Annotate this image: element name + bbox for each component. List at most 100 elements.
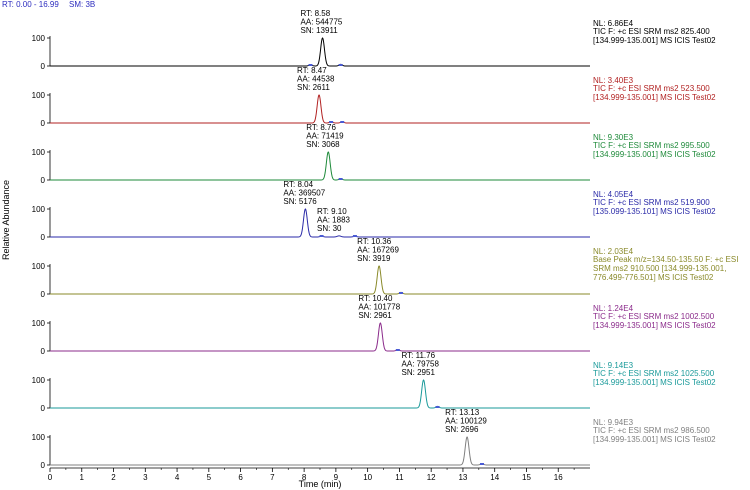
peak-marker: [329, 121, 334, 123]
panel-nl-label: NL: 2.03E4: [593, 247, 634, 256]
x-tick-label: 7: [270, 473, 275, 482]
panel-info-line: [134.999-135.001] MS ICIS Test02: [593, 435, 716, 444]
panel-nl-label: NL: 1.24E4: [593, 304, 634, 313]
peak-annotation: AA: 544775: [301, 18, 343, 27]
peak-marker: [319, 235, 324, 237]
panel-info-line: TIC F: +c ESI SRM ms2 523.500: [593, 84, 710, 93]
y-tick-label: 0: [41, 347, 46, 356]
x-tick-label: 8: [302, 473, 307, 482]
x-tick-label: 11: [395, 473, 404, 482]
panel-info-line: TIC F: +c ESI SRM ms2 1025.500: [593, 369, 715, 378]
panel-nl-label: NL: 3.40E3: [593, 76, 634, 85]
peak-marker: [399, 292, 403, 294]
panel-info-line: TIC F: +c ESI SRM ms2 825.400: [593, 27, 710, 36]
x-tick-label: 15: [522, 473, 531, 482]
y-tick-label: 100: [32, 34, 46, 43]
x-tick-label: 13: [458, 473, 467, 482]
x-tick-label: 1: [80, 473, 85, 482]
peak-annotation: SN: 3068: [306, 140, 340, 149]
peak-annotation: SN: 2961: [358, 311, 392, 320]
trace-line: [50, 265, 590, 295]
peak-annotation: RT: 8.58: [301, 9, 331, 18]
x-tick-label: 0: [48, 473, 53, 482]
peak-annotation: AA: 101778: [358, 303, 400, 312]
trace-line: [50, 37, 590, 67]
y-tick-label: 100: [32, 319, 46, 328]
trace-line: [50, 436, 590, 466]
x-tick-label: 4: [175, 473, 180, 482]
peak-annotation: RT: 10.40: [358, 294, 393, 303]
peak-annotation: SN: 2951: [402, 368, 436, 377]
x-axis: 0 1 2 3 4 5 6 7 8 9 10 11 12 13 14 15 16: [48, 467, 590, 482]
peak-annotation: RT: 11.76: [402, 351, 436, 360]
trace-line: [50, 379, 590, 409]
peak-annotation: SN: 5176: [283, 197, 317, 206]
panel-info-line: [134.999-135.001] MS ICIS Test02: [593, 36, 716, 45]
peak-annotation: AA: 44538: [297, 75, 335, 84]
panel-nl-label: NL: 9.30E3: [593, 133, 634, 142]
y-tick-label: 0: [41, 461, 46, 470]
peak-annotation: RT: 8.76: [306, 123, 336, 132]
y-tick-label: 100: [32, 205, 46, 214]
peak-annotation: RT: 10.36: [357, 237, 392, 246]
panel-info-line: [134.999-135.001] MS ICIS Test02: [593, 321, 716, 330]
x-tick-label: 2: [111, 473, 116, 482]
x-tick-label: 6: [238, 473, 243, 482]
x-axis-label: Time (min): [299, 479, 342, 489]
peak-annotation: AA: 100129: [445, 417, 487, 426]
rt-range-text: RT: 0.00 - 16.99: [2, 0, 59, 9]
panel-nl-label: NL: 9.94E3: [593, 418, 634, 427]
peak-marker: [308, 64, 313, 66]
panel-info-line: TIC F: +c ESI SRM ms2 519.900: [593, 198, 710, 207]
panel-info-line: Base Peak m/z=134.50-135.50 F: +c ESI: [593, 255, 738, 264]
peak-annotation: AA: 71419: [306, 132, 344, 141]
y-tick-label: 0: [41, 233, 46, 242]
y-tick-label: 100: [32, 376, 46, 385]
panel-info-line: [135.099-135.101] MS ICIS Test02: [593, 207, 716, 216]
peak-annotation: RT: 8.04: [283, 180, 313, 189]
y-tick-label: 100: [32, 433, 46, 442]
peak-annotation: SN: 2696: [445, 425, 479, 434]
x-tick-label: 16: [554, 473, 563, 482]
trace-line: [50, 94, 590, 124]
x-tick-label: 10: [363, 473, 372, 482]
panel-info-line: TIC F: +c ESI SRM ms2 986.500: [593, 426, 710, 435]
chromatogram-header: RT: 0.00 - 16.99 SM: 3B: [2, 0, 103, 9]
y-tick-label: 0: [41, 404, 46, 413]
y-tick-label: 0: [41, 119, 46, 128]
peak-annotation: AA: 369507: [283, 189, 325, 198]
peak-annotation: SN: 30: [317, 224, 342, 233]
peak-annotation: SN: 3919: [357, 254, 391, 263]
trace-line: [50, 151, 590, 181]
peak-marker: [338, 178, 343, 180]
panel-info-line: [134.999-135.001] MS ICIS Test02: [593, 150, 716, 159]
y-tick-label: 0: [41, 176, 46, 185]
y-tick-label: 0: [41, 62, 46, 71]
panel-nl-label: NL: 6.86E4: [593, 19, 634, 28]
peak-annotation: AA: 1883: [317, 215, 350, 224]
peak-marker: [352, 235, 357, 237]
peak-annotation: RT: 13.13: [445, 408, 480, 417]
peak-marker: [480, 463, 484, 465]
y-tick-label: 0: [41, 290, 46, 299]
panel-info-line: TIC F: +c ESI SRM ms2 995.500: [593, 141, 710, 150]
panel-info-line: [134.999-135.001] MS ICIS Test02: [593, 378, 716, 387]
x-tick-label: 5: [207, 473, 212, 482]
peak-annotation: RT: 9.10: [317, 207, 347, 216]
peak-marker: [340, 121, 345, 123]
peak-annotation: SN: 2611: [297, 83, 330, 92]
peak-marker: [435, 406, 440, 408]
peak-annotation: AA: 167269: [357, 246, 399, 255]
x-tick-label: 3: [143, 473, 148, 482]
y-tick-label: 100: [32, 262, 46, 271]
y-tick-label: 100: [32, 91, 46, 100]
peak-marker: [338, 64, 343, 66]
